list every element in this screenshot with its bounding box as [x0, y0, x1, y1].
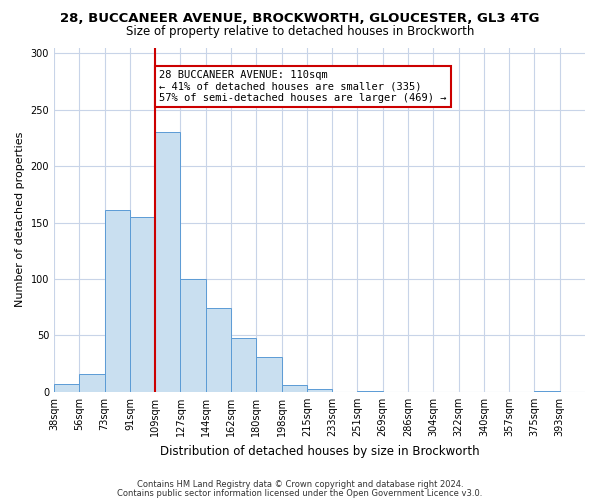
Bar — [79, 374, 104, 392]
Bar — [535, 391, 560, 392]
X-axis label: Distribution of detached houses by size in Brockworth: Distribution of detached houses by size … — [160, 444, 479, 458]
Text: Size of property relative to detached houses in Brockworth: Size of property relative to detached ho… — [126, 25, 474, 38]
Text: Contains public sector information licensed under the Open Government Licence v3: Contains public sector information licen… — [118, 489, 482, 498]
Bar — [206, 308, 231, 392]
Text: Contains HM Land Registry data © Crown copyright and database right 2024.: Contains HM Land Registry data © Crown c… — [137, 480, 463, 489]
Bar — [54, 384, 79, 392]
Bar — [281, 385, 307, 392]
Y-axis label: Number of detached properties: Number of detached properties — [15, 132, 25, 308]
Bar — [104, 210, 130, 392]
Bar — [155, 132, 181, 392]
Text: 28, BUCCANEER AVENUE, BROCKWORTH, GLOUCESTER, GL3 4TG: 28, BUCCANEER AVENUE, BROCKWORTH, GLOUCE… — [60, 12, 540, 26]
Bar — [358, 391, 383, 392]
Bar — [307, 388, 332, 392]
Bar — [181, 279, 206, 392]
Bar — [256, 357, 281, 392]
Bar — [130, 217, 155, 392]
Text: 28 BUCCANEER AVENUE: 110sqm
← 41% of detached houses are smaller (335)
57% of se: 28 BUCCANEER AVENUE: 110sqm ← 41% of det… — [159, 70, 446, 103]
Bar — [231, 338, 256, 392]
